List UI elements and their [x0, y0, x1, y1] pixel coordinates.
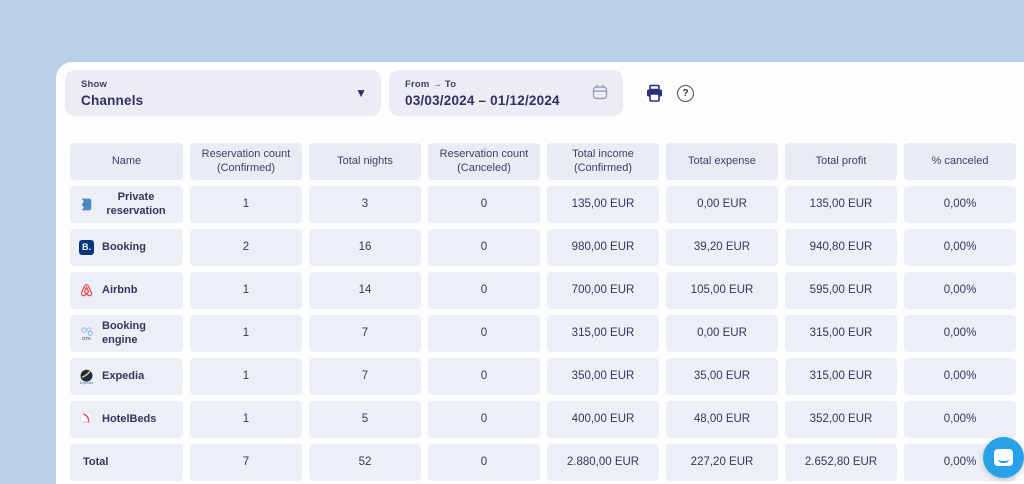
airbnb-icon: [78, 282, 95, 299]
channel-name-label: Private reservation: [95, 191, 177, 219]
column-header: Total expense: [666, 143, 778, 180]
channel-name-label: Booking engine: [102, 320, 177, 348]
data-cell: 0: [428, 229, 540, 266]
data-cell: 7: [309, 315, 421, 352]
show-dropdown-value: Channels: [81, 93, 143, 108]
data-cell: 14: [309, 272, 421, 309]
expedia-icon: Expedia: [78, 368, 95, 385]
data-cell: 0: [428, 358, 540, 395]
show-dropdown-label: Show: [81, 79, 143, 90]
channel-name-cell: Airbnb: [70, 272, 183, 309]
data-cell: 700,00 EUR: [547, 272, 659, 309]
data-cell: 135,00 EUR: [547, 186, 659, 223]
channel-name-cell: Expedia Expedia: [70, 358, 183, 395]
data-cell: 105,00 EUR: [666, 272, 778, 309]
data-cell: 0: [428, 272, 540, 309]
data-cell: 315,00 EUR: [547, 315, 659, 352]
data-cell: 16: [309, 229, 421, 266]
data-cell: 1: [190, 272, 302, 309]
channel-name-label: Airbnb: [102, 284, 137, 298]
column-header: Name: [70, 143, 183, 180]
data-cell: 980,00 EUR: [547, 229, 659, 266]
channel-name-cell: HotelBeds: [70, 401, 183, 438]
report-controls: Show Channels ▼ From → To 03/03/2024 – 0…: [65, 70, 694, 116]
channel-name-cell: B. Booking: [70, 229, 183, 266]
data-cell: 7: [190, 444, 302, 481]
column-header: Reservation count (Confirmed): [190, 143, 302, 180]
data-cell: 400,00 EUR: [547, 401, 659, 438]
svg-text:Expedia: Expedia: [80, 381, 93, 385]
channel-name-cell: OTA Booking engine: [70, 315, 183, 352]
data-cell: 0,00%: [904, 401, 1016, 438]
date-range-value: 03/03/2024 – 01/12/2024: [405, 93, 560, 108]
data-cell: 1: [190, 315, 302, 352]
data-cell: 3: [309, 186, 421, 223]
print-button[interactable]: [645, 84, 664, 103]
column-header: Reservation count (Canceled): [428, 143, 540, 180]
data-cell: 595,00 EUR: [785, 272, 897, 309]
calendar-icon[interactable]: [581, 83, 609, 104]
column-header: Total income (Confirmed): [547, 143, 659, 180]
data-cell: 0,00%: [904, 315, 1016, 352]
date-range-label: From → To: [405, 79, 560, 90]
data-cell: 1: [190, 401, 302, 438]
data-cell: 0: [428, 315, 540, 352]
data-cell: 5: [309, 401, 421, 438]
data-cell: 0,00%: [904, 358, 1016, 395]
data-cell: 1: [190, 186, 302, 223]
channel-name-label: Booking: [102, 241, 146, 255]
show-dropdown[interactable]: Show Channels ▼: [65, 70, 381, 116]
data-cell: 2: [190, 229, 302, 266]
column-header: Total nights: [309, 143, 421, 180]
column-header: Total profit: [785, 143, 897, 180]
chat-launcher-button[interactable]: [983, 437, 1024, 478]
data-cell: 0,00 EUR: [666, 186, 778, 223]
data-cell: 350,00 EUR: [547, 358, 659, 395]
data-cell: 315,00 EUR: [785, 358, 897, 395]
booking-engine-icon: OTA: [78, 325, 95, 342]
booking-icon: B.: [78, 239, 95, 256]
channel-name-label: HotelBeds: [102, 413, 156, 427]
data-cell: 35,00 EUR: [666, 358, 778, 395]
data-cell: 0: [428, 186, 540, 223]
channel-name-cell: Total: [70, 444, 183, 481]
data-cell: 315,00 EUR: [785, 315, 897, 352]
data-cell: 7: [309, 358, 421, 395]
data-cell: 2.880,00 EUR: [547, 444, 659, 481]
channel-name-cell: Private reservation: [70, 186, 183, 223]
data-cell: 39,20 EUR: [666, 229, 778, 266]
data-cell: 940,80 EUR: [785, 229, 897, 266]
data-cell: 1: [190, 358, 302, 395]
channels-report-table: NameReservation count (Confirmed)Total n…: [70, 143, 1016, 481]
data-cell: 227,20 EUR: [666, 444, 778, 481]
svg-text:OTA: OTA: [82, 336, 91, 341]
private-reservation-icon: [78, 196, 95, 213]
data-cell: 352,00 EUR: [785, 401, 897, 438]
channel-name-label: Expedia: [102, 370, 144, 384]
data-cell: 135,00 EUR: [785, 186, 897, 223]
page-background: { "controls": { "show": { "label": "Show…: [0, 0, 1024, 484]
data-cell: 0,00%: [904, 272, 1016, 309]
chat-bubble-icon: [994, 449, 1013, 466]
data-cell: 52: [309, 444, 421, 481]
date-range-picker[interactable]: From → To 03/03/2024 – 01/12/2024: [389, 70, 623, 116]
printer-icon: [645, 84, 664, 103]
chevron-down-icon: ▼: [345, 86, 367, 100]
data-cell: 0,00 EUR: [666, 315, 778, 352]
column-header: % canceled: [904, 143, 1016, 180]
data-cell: 0: [428, 444, 540, 481]
data-cell: 0: [428, 401, 540, 438]
data-cell: 0,00%: [904, 186, 1016, 223]
content-panel: Show Channels ▼ From → To 03/03/2024 – 0…: [56, 62, 1024, 484]
hotelbeds-icon: [78, 411, 95, 428]
channel-name-label: Total: [83, 456, 108, 470]
help-button[interactable]: ?: [677, 85, 694, 102]
data-cell: 2.652,80 EUR: [785, 444, 897, 481]
data-cell: 48,00 EUR: [666, 401, 778, 438]
data-cell: 0,00%: [904, 229, 1016, 266]
